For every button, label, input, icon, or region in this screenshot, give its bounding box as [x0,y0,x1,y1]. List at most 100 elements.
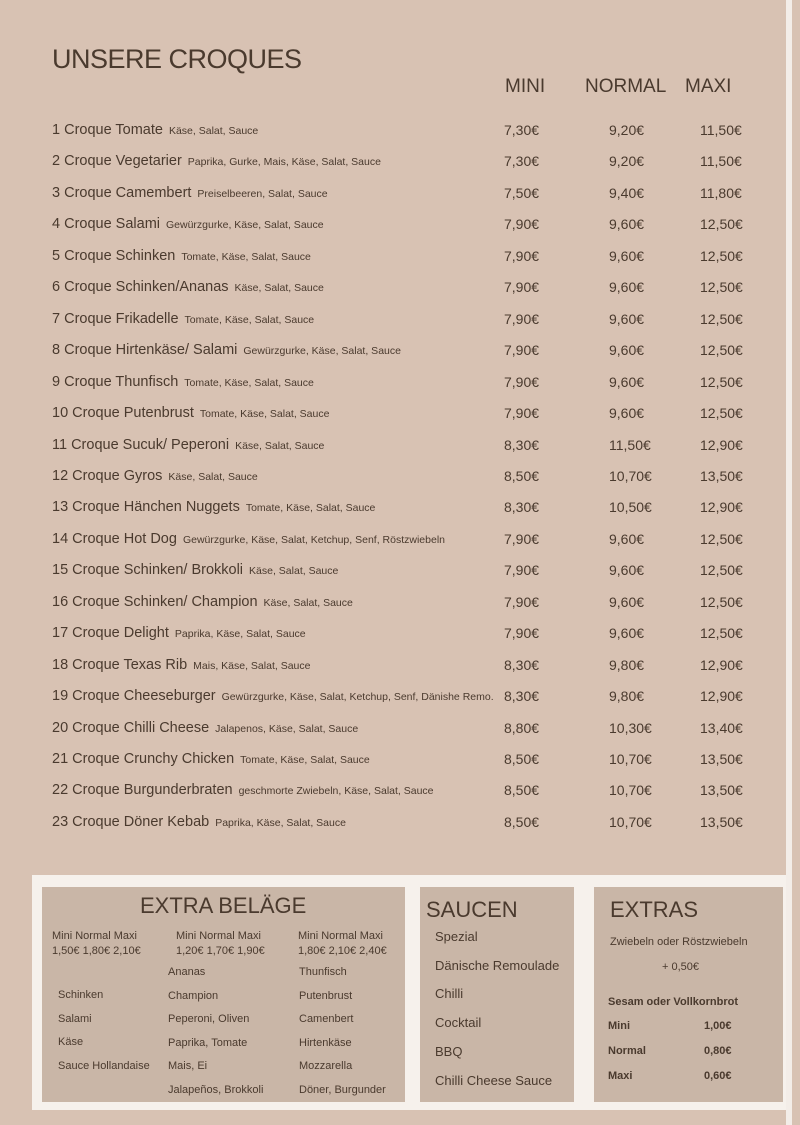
item-desc: Käse, Salat, Sauce [263,596,353,609]
price-normal: 9,60€ [609,216,645,233]
sauce-item: BBQ [435,1043,463,1059]
price-maxi: 12,50€ [700,279,743,296]
item-name: 18 Croque Texas Rib Mais, Käse, Salat, Sa… [52,657,310,673]
price-mini: 7,90€ [504,310,540,327]
topping-item: Paprika, Tomate [168,1036,248,1049]
item-name: 5 Croque Schinken Tomate, Käse, Salat, Sa… [52,248,311,264]
menu-item: 3 Croque Camembert Preiselbeeren, Salat, … [52,185,772,205]
group-header: Mini Normal Maxi [52,930,137,942]
price-mini: 7,30€ [504,122,540,138]
item-title: 22 Croque Burgunderbraten [52,782,233,799]
price-maxi: 12,90€ [700,499,743,516]
item-name: 15 Croque Schinken/ Brokkoli Käse, Salat,… [52,562,338,578]
menu-item: 12 Croque Gyros Käse, Salat, Sauce 8,50€ … [52,468,772,488]
menu-item: 17 Croque Delight Paprika, Käse, Salat, S… [52,625,772,645]
price-normal: 9,60€ [609,530,645,547]
price-maxi: 11,50€ [700,153,742,170]
item-name: 19 Croque Cheeseburger Gewürzgurke, Käse,… [52,688,494,704]
topping-item: Döner, Burgunder [299,1083,386,1096]
bread-size: Mini [608,1020,630,1032]
topping-item: Ananas [168,966,206,978]
price-normal: 9,80€ [609,688,645,705]
item-title: 1 Croque Tomate [52,122,163,138]
topping-item: Champion [168,989,219,1002]
item-name: 1 Croque Tomate Käse, Salat, Sauce [52,122,258,138]
price-maxi: 13,40€ [700,719,743,736]
menu-item: 1 Croque Tomate Käse, Salat, Sauce 7,30€ … [52,122,772,142]
menu-item: 22 Croque Burgunderbraten geschmorte Zwie… [52,782,772,802]
col-normal: NORMAL [585,76,667,97]
price-mini: 8,30€ [504,688,540,705]
topping-item: Sauce Hollandaise [58,1059,150,1072]
item-desc: Paprika, Gurke, Mais, Käse, Salat, Sauce [187,156,381,169]
item-desc: Käse, Salat, Sauce [168,470,258,483]
extras-title: EXTRAS [610,897,699,922]
menu-item: 6 Croque Schinken/Ananas Käse, Salat, Sau… [52,279,772,299]
price-maxi: 13,50€ [700,751,743,767]
price-maxi: 13,50€ [700,813,743,830]
sauce-item: Chilli [435,986,464,1002]
topping-item: Thunfisch [299,966,347,978]
item-desc: Gewürzgurke, Käse, Salat, Ketchup, Senf,… [221,691,494,704]
price-maxi: 12,50€ [700,625,743,642]
price-maxi: 13,50€ [700,467,743,484]
price-maxi: 12,50€ [700,593,743,610]
item-desc: Gewürzgurke, Käse, Salat, Ketchup, Senf,… [182,533,445,546]
topping-item: Mais, Ei [168,1060,208,1072]
menu-item: 21 Croque Crunchy Chicken Tomate, Käse, S… [52,751,772,771]
extras-box: EXTRAS Zwiebeln oder Röstzwiebeln + 0,50… [594,887,783,1102]
item-desc: Käse, Salat, Sauce [234,282,324,295]
price-normal: 9,60€ [609,405,645,422]
menu-item: 4 Croque Salami Gewürzgurke, Käse, Salat,… [52,216,772,236]
item-name: 23 Croque Döner Kebab Paprika, Käse, Sala… [52,814,346,830]
price-normal: 9,60€ [609,279,645,296]
menu-item: 15 Croque Schinken/ Brokkoli Käse, Salat,… [52,562,772,582]
topping-item: Peperoni, Oliven [168,1013,250,1025]
price-maxi: 12,50€ [700,530,743,547]
item-name: 20 Croque Chilli Cheese Jalapenos, Käse, … [52,720,358,736]
sauce-item: Dänische Remoulade [435,957,560,973]
item-title: 7 Croque Frikadelle [52,310,179,327]
item-desc: Gewürzgurke, Käse, Salat, Sauce [243,345,401,358]
item-desc: Gewürzgurke, Käse, Salat, Sauce [166,219,324,232]
sauce-item: Chilli Cheese Sauce [435,1072,553,1088]
price-normal: 10,70€ [609,751,652,767]
price-mini: 7,50€ [504,184,540,201]
item-desc: Käse, Salat, Sauce [168,125,259,137]
menu-item: 14 Croque Hot Dog Gewürzgurke, Käse, Sala… [52,531,772,551]
price-mini: 7,90€ [504,593,540,610]
col-mini: MINI [505,76,546,97]
item-desc: Preiselbeeren, Salat, Sauce [197,187,328,200]
bread-price: 1,00€ [704,1020,732,1032]
price-mini: 7,90€ [504,342,540,359]
price-maxi: 13,50€ [700,782,743,799]
bread-text: Sesam oder Vollkornbrot [608,996,738,1008]
sauce-item: Spezial [435,929,478,944]
item-desc: Mais, Käse, Salat, Sauce [193,659,311,672]
price-maxi: 12,50€ [700,342,743,359]
item-name: 10 Croque Putenbrust Tomate, Käse, Salat,… [52,405,329,421]
menu-item: 7 Croque Frikadelle Tomate, Käse, Salat, … [52,311,772,331]
item-title: 9 Croque Thunfisch [52,373,179,390]
item-name: 7 Croque Frikadelle Tomate, Käse, Salat, … [52,311,314,327]
item-title: 23 Croque Döner Kebab [52,813,210,830]
price-mini: 8,50€ [504,467,540,484]
item-name: 2 Croque Vegetarier Paprika, Gurke, Mais,… [52,153,381,169]
col-maxi: MAXI [685,76,732,97]
bread-price: 0,60€ [704,1070,732,1082]
price-normal: 9,20€ [609,122,645,138]
price-maxi: 12,50€ [700,405,743,422]
price-normal: 10,70€ [609,467,652,484]
item-name: 11 Croque Sucuk/ Peperoni Käse, Salat, Sa… [52,437,324,453]
item-desc: geschmorte Zwiebeln, Käse, Salat, Sauce [238,785,434,798]
item-title: 15 Croque Schinken/ Brokkoli [52,562,244,579]
group-prices: 1,20€ 1,70€ 1,90€ [176,945,265,957]
item-title: 21 Croque Crunchy Chicken [52,751,235,767]
price-normal: 9,60€ [609,593,645,610]
topping-item: Schinken [58,989,104,1001]
group-prices: 1,50€ 1,80€ 2,10€ [52,945,141,957]
onion-price: + 0,50€ [662,961,700,973]
price-normal: 9,60€ [609,625,645,642]
price-mini: 7,90€ [504,279,540,296]
sauce-item: Cocktail [435,1015,482,1031]
